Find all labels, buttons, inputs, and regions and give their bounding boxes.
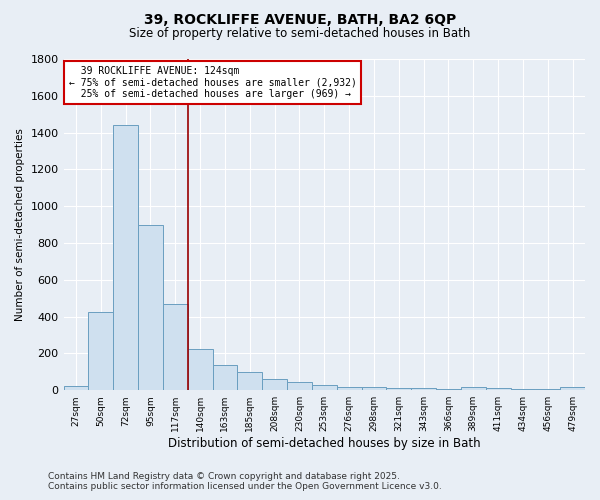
- Bar: [312, 384, 337, 390]
- Bar: [64, 386, 88, 390]
- Bar: [212, 366, 238, 390]
- Bar: [163, 304, 188, 390]
- Bar: [362, 386, 386, 390]
- Text: Size of property relative to semi-detached houses in Bath: Size of property relative to semi-detach…: [130, 28, 470, 40]
- Text: 39 ROCKLIFFE AVENUE: 124sqm
← 75% of semi-detached houses are smaller (2,932)
  : 39 ROCKLIFFE AVENUE: 124sqm ← 75% of sem…: [69, 66, 356, 99]
- X-axis label: Distribution of semi-detached houses by size in Bath: Distribution of semi-detached houses by …: [168, 437, 481, 450]
- Bar: [461, 388, 485, 390]
- Bar: [287, 382, 312, 390]
- Bar: [485, 388, 511, 390]
- Bar: [386, 388, 411, 390]
- Bar: [138, 224, 163, 390]
- Text: 39, ROCKLIFFE AVENUE, BATH, BA2 6QP: 39, ROCKLIFFE AVENUE, BATH, BA2 6QP: [144, 12, 456, 26]
- Y-axis label: Number of semi-detached properties: Number of semi-detached properties: [15, 128, 25, 321]
- Text: Contains HM Land Registry data © Crown copyright and database right 2025.
Contai: Contains HM Land Registry data © Crown c…: [48, 472, 442, 491]
- Bar: [411, 388, 436, 390]
- Bar: [337, 388, 362, 390]
- Bar: [436, 388, 461, 390]
- Bar: [535, 388, 560, 390]
- Bar: [511, 388, 535, 390]
- Bar: [188, 349, 212, 390]
- Bar: [262, 379, 287, 390]
- Bar: [113, 125, 138, 390]
- Bar: [238, 372, 262, 390]
- Bar: [560, 388, 585, 390]
- Bar: [88, 312, 113, 390]
